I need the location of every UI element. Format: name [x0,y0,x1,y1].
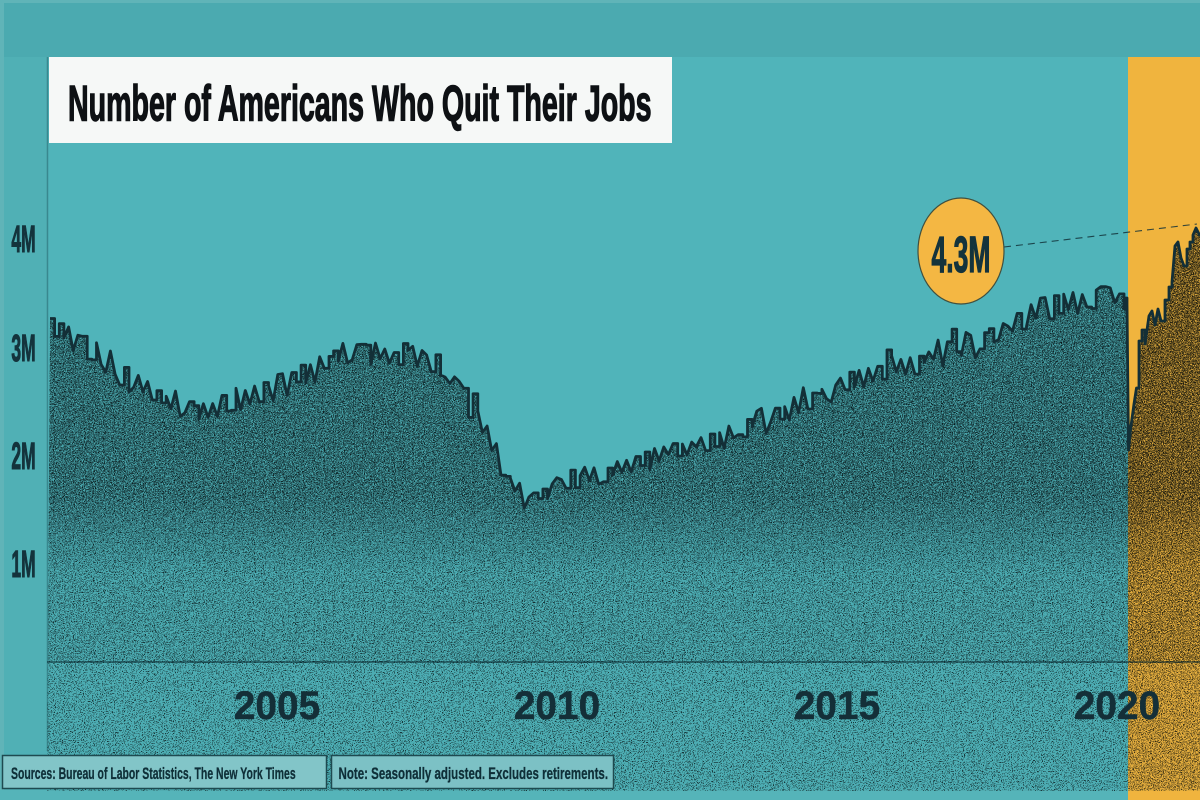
svg-text:2020: 2020 [1074,683,1160,728]
svg-text:4M: 4M [11,219,35,261]
svg-text:3M: 3M [11,328,35,370]
svg-text:4.3M: 4.3M [932,226,991,284]
svg-text:Number of Americans Who Quit T: Number of Americans Who Quit Their Jobs [68,75,652,131]
svg-text:2M: 2M [11,436,35,478]
svg-text:Sources: Bureau of Labor Stati: Sources: Bureau of Labor Statistics, The… [11,763,296,782]
svg-text:Note: Seasonally adjusted. Exc: Note: Seasonally adjusted. Excludes reti… [339,765,609,784]
svg-text:2010: 2010 [514,683,600,728]
svg-text:2015: 2015 [794,683,880,728]
svg-text:1M: 1M [11,544,35,586]
svg-text:2005: 2005 [234,683,320,728]
